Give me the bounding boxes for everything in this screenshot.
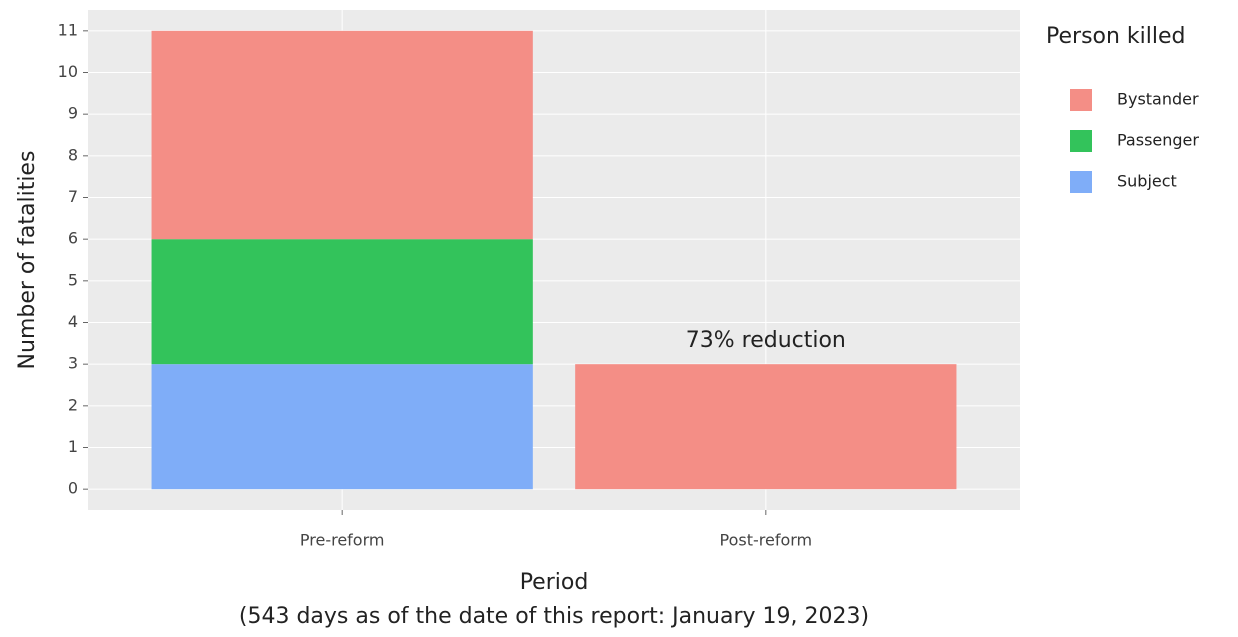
legend-label: Subject	[1117, 172, 1177, 191]
legend-title: Person killed	[1046, 24, 1186, 49]
y-axis-title: Number of fatalities	[15, 151, 40, 370]
y-tick-label: 3	[68, 354, 78, 373]
legend-label: Bystander	[1117, 90, 1199, 109]
x-axis-subtitle: (543 days as of the date of this report:…	[239, 604, 869, 629]
x-axis-title: Period	[520, 570, 589, 595]
x-tick-label: Pre-reform	[300, 531, 385, 550]
y-tick-label: 6	[68, 229, 78, 248]
y-tick-label: 8	[68, 145, 78, 164]
y-tick-label: 5	[68, 270, 78, 289]
annotation: 73% reduction	[686, 328, 846, 353]
legend-swatch	[1070, 89, 1092, 111]
x-tick-label: Post-reform	[720, 531, 813, 550]
y-tick-label: 9	[68, 104, 78, 123]
legend-swatch	[1070, 171, 1092, 193]
bar-segment	[151, 239, 533, 365]
y-tick-label: 10	[58, 62, 78, 81]
y-tick-label: 1	[68, 437, 78, 456]
y-tick-label: 11	[58, 20, 78, 39]
bar-segment	[575, 364, 957, 490]
y-tick-label: 2	[68, 395, 78, 414]
y-tick-label: 4	[68, 312, 78, 331]
y-tick-label: 0	[68, 479, 78, 498]
legend-swatch	[1070, 130, 1092, 152]
legend-label: Passenger	[1117, 131, 1199, 150]
y-tick-label: 7	[68, 187, 78, 206]
bar-segment	[151, 30, 533, 240]
bar-segment	[151, 364, 533, 490]
